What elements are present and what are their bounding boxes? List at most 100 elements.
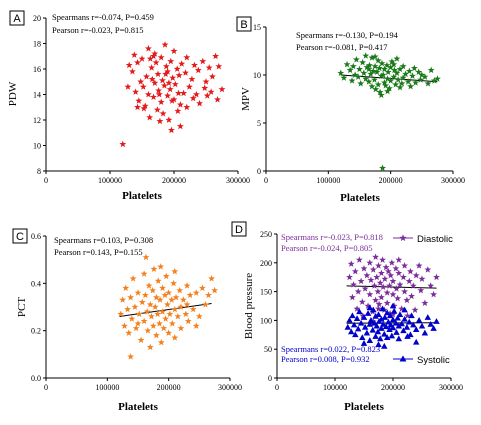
diastolic-point xyxy=(392,264,400,272)
y-tick-label: 0.2 xyxy=(31,327,41,336)
diastolic-point xyxy=(374,288,382,295)
diastolic-point xyxy=(366,259,374,266)
data-point xyxy=(396,65,404,73)
systolic-point xyxy=(403,323,411,330)
systolic-point xyxy=(353,315,361,322)
y-tick-label: 5 xyxy=(257,119,261,128)
y-tick-label: 200 xyxy=(260,259,272,268)
data-point xyxy=(179,296,187,303)
data-point xyxy=(352,56,360,63)
data-point xyxy=(357,80,365,87)
data-point xyxy=(203,92,211,99)
data-point xyxy=(162,62,170,70)
systolic-point xyxy=(360,314,368,320)
systolic-point xyxy=(378,315,385,322)
data-point xyxy=(174,107,182,114)
data-point xyxy=(176,101,184,108)
data-point xyxy=(130,51,138,58)
data-point xyxy=(374,81,382,88)
data-point xyxy=(138,298,146,306)
diastolic-point xyxy=(355,256,363,263)
data-point xyxy=(150,93,157,100)
data-point xyxy=(135,97,143,104)
data-point xyxy=(205,291,212,299)
data-point xyxy=(343,60,351,68)
data-point xyxy=(183,103,191,111)
data-point xyxy=(150,265,158,273)
data-point xyxy=(127,353,135,360)
data-point xyxy=(366,61,373,69)
diastolic-point xyxy=(366,290,374,298)
panel-a: A 0 100000 200000 300000 8 10 12 14 16 18 20 Platele… xyxy=(7,10,250,202)
legend-label: Systolic xyxy=(417,355,450,366)
data-point xyxy=(168,97,176,104)
systolic-point xyxy=(370,306,377,313)
data-point xyxy=(198,284,206,291)
data-point xyxy=(178,60,186,67)
data-point xyxy=(152,331,160,339)
diastolic-point xyxy=(389,277,397,285)
diastolic-point xyxy=(350,281,357,288)
systolic-point xyxy=(408,312,415,319)
systolic-point xyxy=(421,329,429,336)
x-tick-label: 100000 xyxy=(316,176,340,185)
data-point xyxy=(186,291,194,299)
panel-label: A xyxy=(13,13,21,25)
data-point xyxy=(360,69,368,76)
systolic-point xyxy=(349,312,356,319)
data-point xyxy=(427,66,435,74)
data-point xyxy=(390,60,398,68)
data-point xyxy=(379,164,386,172)
diastolic-point xyxy=(354,288,362,295)
systolic-point xyxy=(410,321,417,328)
systolic-point xyxy=(354,325,362,332)
data-point xyxy=(157,98,165,106)
systolic-point xyxy=(388,332,396,339)
data-point xyxy=(122,284,130,291)
data-point xyxy=(125,61,133,69)
data-point xyxy=(168,296,176,303)
diastolic-point xyxy=(373,273,381,281)
data-point xyxy=(214,96,221,103)
data-trendline xyxy=(119,302,212,317)
data-point xyxy=(149,322,157,329)
y-axis-title: PCT xyxy=(16,297,28,317)
x-tick-label: 100000 xyxy=(323,383,347,392)
y-axis-title: MPV xyxy=(240,87,252,111)
data-point xyxy=(379,71,387,78)
data-point xyxy=(189,305,197,313)
data-point xyxy=(153,106,161,113)
diastolic-point xyxy=(346,273,353,281)
data-point xyxy=(384,87,391,95)
diastolic-point xyxy=(401,262,409,269)
systolic-point xyxy=(404,333,411,339)
data-point xyxy=(199,57,207,65)
diastolic-point xyxy=(411,306,419,313)
panel-label-box xyxy=(12,228,28,244)
systolic-point xyxy=(356,308,363,315)
systolic-point xyxy=(390,307,398,314)
systolic-point xyxy=(401,315,408,322)
diastolic-point xyxy=(384,267,392,275)
data-point xyxy=(144,90,152,98)
data-point xyxy=(192,289,200,296)
x-axis-title: Platelets xyxy=(340,192,380,204)
data-point xyxy=(349,62,357,70)
data-point xyxy=(348,77,356,84)
data-point xyxy=(410,64,418,72)
systolic-point xyxy=(360,340,368,346)
data-point xyxy=(148,75,156,83)
diastolic-point xyxy=(377,269,385,277)
data-point xyxy=(154,310,162,318)
x-axis-title: Platelets xyxy=(122,190,162,202)
data-point xyxy=(202,78,210,85)
data-point xyxy=(125,329,133,336)
data-point xyxy=(145,282,153,289)
x-tick-label: 0 xyxy=(275,383,279,392)
data-point xyxy=(119,140,127,148)
systolic-point xyxy=(389,316,397,323)
data-point xyxy=(173,65,181,72)
data-point xyxy=(208,275,216,282)
systolic-point xyxy=(366,337,374,343)
diastolic-point xyxy=(372,253,380,260)
